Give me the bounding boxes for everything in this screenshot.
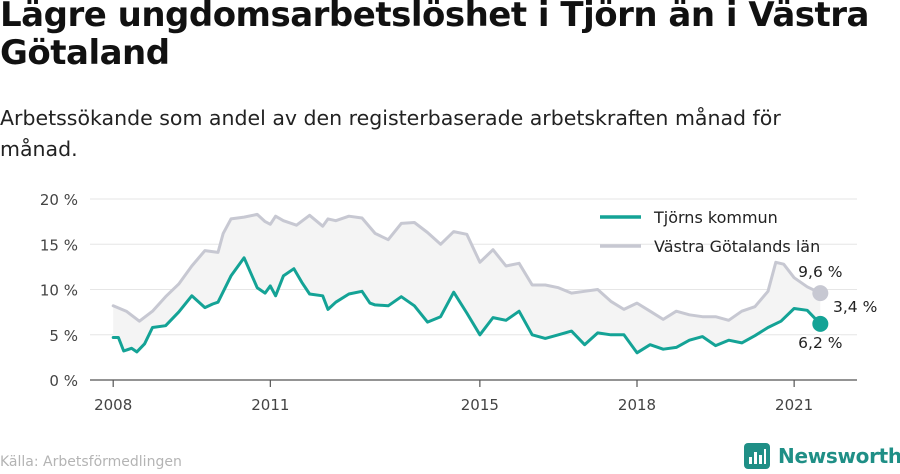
x-tick-label: 2018 xyxy=(618,396,656,414)
legend-label-tjorn: Tjörns kommun xyxy=(653,208,778,227)
end-label-vastra-gotaland: 9,6 % xyxy=(798,263,842,281)
y-tick-label: 0 % xyxy=(49,372,78,390)
difference-band xyxy=(113,214,821,353)
y-tick-label: 15 % xyxy=(40,236,78,254)
end-label-tjorn: 6,2 % xyxy=(798,334,842,352)
series-line-vastra-gotaland xyxy=(111,212,822,323)
y-tick-label: 5 % xyxy=(49,327,78,345)
line-chart: 0 % 5 % 10 % 15 % 20 % 2008 2011 2015 2018 2021 9,… xyxy=(40,191,877,414)
legend-label-vastra-gotaland: Västra Götalands län xyxy=(654,237,820,256)
series-line-tjorn xyxy=(111,256,822,355)
x-tick-label: 2011 xyxy=(251,396,289,414)
gap-label: 3,4 % xyxy=(833,298,877,316)
end-label-tjorn-halo: 6,2 % xyxy=(798,334,842,352)
x-tick-label: 2008 xyxy=(94,396,132,414)
y-tick-label: 10 % xyxy=(40,282,78,300)
brand: Newsworthy xyxy=(744,442,900,470)
x-tick-label: 2021 xyxy=(775,396,813,414)
source-note: Källa: Arbetsförmedlingen xyxy=(0,454,182,470)
end-marker-tjorn xyxy=(812,315,829,332)
x-tick-label: 2015 xyxy=(461,396,499,414)
y-tick-label: 20 % xyxy=(40,191,78,209)
chart-subtitle: Arbetssökande som andel av den registerb… xyxy=(0,106,781,161)
chart-title: Lägre ungdomsarbetslöshet i Tjörn än i V… xyxy=(0,0,870,73)
brand-name: Newsworthy xyxy=(778,444,900,468)
end-marker-vastra-gotaland xyxy=(812,285,829,302)
end-label-vastra-gotaland-halo: 9,6 % xyxy=(798,263,842,281)
newsworthy-logo-icon xyxy=(744,443,770,469)
